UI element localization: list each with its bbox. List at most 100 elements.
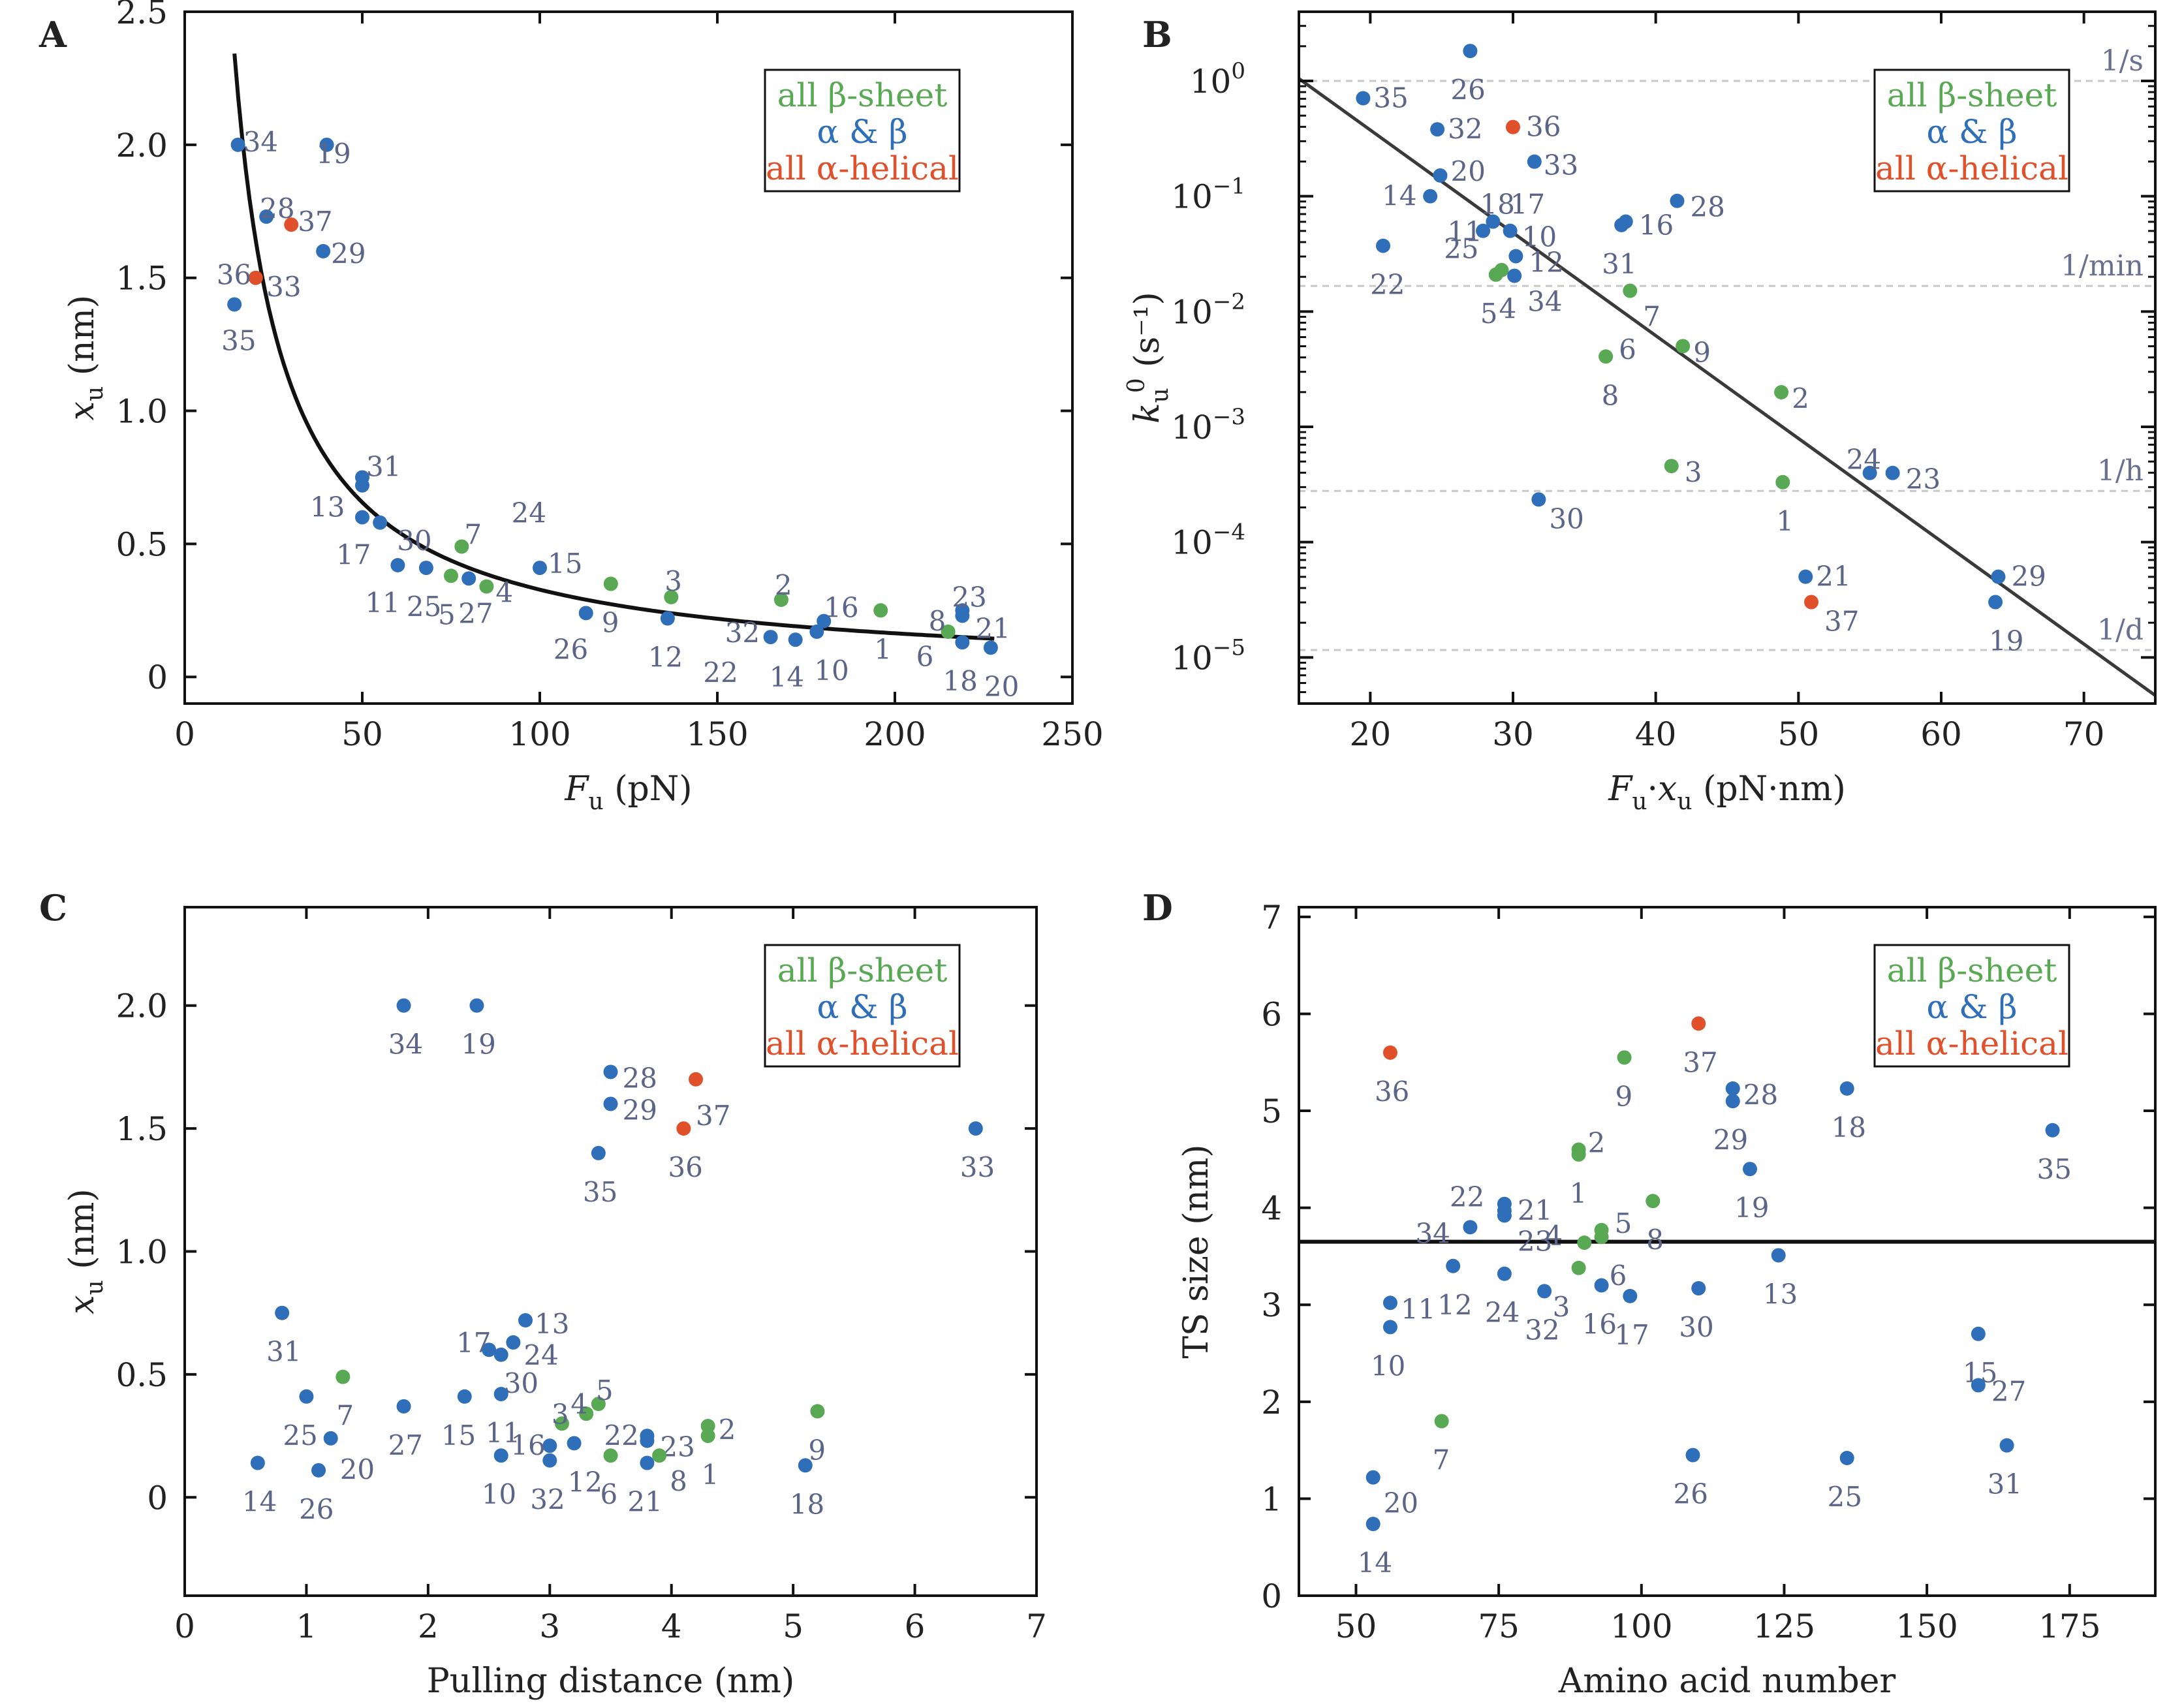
point-label-27: 27: [388, 1429, 423, 1461]
point-label-10: 10: [1371, 1350, 1405, 1382]
data-point-19: [1742, 1162, 1757, 1177]
point-label-12: 12: [1437, 1289, 1472, 1321]
point-label-13: 13: [310, 491, 345, 523]
point-label-25: 25: [407, 591, 441, 623]
data-point-29: [603, 1096, 618, 1111]
legend-alpha-beta: α & β: [817, 988, 908, 1026]
data-point-11: [1382, 1295, 1397, 1311]
data-point-33: [968, 1121, 983, 1136]
point-label-5: 5: [1480, 298, 1498, 330]
y-tick-label: 6: [1261, 995, 1282, 1033]
point-label-33: 33: [1544, 149, 1578, 181]
point-label-23: 23: [1518, 1226, 1552, 1258]
panel-letter: A: [39, 14, 67, 55]
data-point-9: [810, 1404, 825, 1419]
point-label-20: 20: [1450, 155, 1485, 187]
data-point-18: [955, 635, 970, 650]
data-point-32: [1537, 1284, 1552, 1299]
point-label-29: 29: [1713, 1124, 1748, 1156]
data-point-19: [319, 137, 334, 152]
legend-alpha: all α-helical: [766, 1025, 959, 1062]
point-label-35: 35: [1373, 82, 1408, 114]
point-label-10: 10: [814, 655, 849, 687]
point-label-24: 24: [523, 1339, 558, 1371]
point-label-6: 6: [1619, 333, 1636, 365]
y-axis-label: xu (nm): [63, 1188, 108, 1314]
point-label-19: 19: [1989, 625, 2023, 657]
data-point-24: [1497, 1266, 1512, 1281]
data-point-26: [578, 606, 593, 621]
legend-beta: all β-sheet: [777, 952, 948, 989]
point-label-12: 12: [1529, 247, 1563, 279]
data-point-8: [1646, 1194, 1661, 1209]
data-point-12: [567, 1436, 582, 1451]
data-point-7: [1623, 283, 1638, 298]
data-point-3: [554, 1416, 569, 1431]
point-label-22: 22: [1450, 1181, 1484, 1213]
y-tick-label: 10−1: [1171, 174, 1245, 216]
x-tick-label: 2: [418, 1607, 439, 1645]
data-point-6: [1599, 349, 1614, 364]
x-tick-label: 40: [1635, 715, 1677, 753]
panel-letter: B: [1142, 14, 1172, 55]
data-point-9: [1617, 1050, 1632, 1065]
y-tick-label: 1.0: [116, 393, 168, 431]
data-point-1: [1775, 474, 1790, 489]
point-label-14: 14: [1358, 1547, 1392, 1579]
data-point-27: [461, 571, 476, 586]
y-tick-label: 2.0: [116, 987, 168, 1025]
data-point-36: [1382, 1045, 1397, 1060]
point-label-32: 32: [1448, 113, 1482, 145]
data-point-29: [1725, 1094, 1740, 1109]
fit-curve: [232, 53, 995, 641]
data-point-12: [1508, 249, 1523, 264]
legend-beta: all β-sheet: [1887, 952, 2057, 989]
data-point-34: [230, 137, 245, 152]
x-tick-label: 150: [686, 715, 748, 753]
point-label-30: 30: [504, 1367, 538, 1399]
point-label-33: 33: [266, 271, 301, 303]
data-point-29: [316, 243, 331, 258]
x-tick-label: 250: [1041, 715, 1103, 753]
x-tick-label: 70: [2063, 715, 2105, 753]
point-label-3: 3: [552, 1398, 569, 1430]
data-point-21: [1798, 569, 1813, 584]
data-point-15: [1971, 1326, 1986, 1341]
data-point-4: [479, 579, 494, 594]
x-tick-label: 30: [1492, 715, 1534, 753]
point-label-7: 7: [464, 518, 482, 550]
point-label-13: 13: [1763, 1278, 1798, 1310]
data-point-13: [518, 1313, 533, 1327]
data-point-10: [1382, 1320, 1397, 1335]
data-point-9: [603, 576, 618, 591]
point-label-16: 16: [510, 1429, 545, 1461]
point-label-21: 21: [627, 1486, 662, 1518]
x-tick-label: 4: [661, 1607, 682, 1645]
panel-A: A 0 50 100 150 200 250 0 0.5 1.0 1.5 2.0 2.5 Fu (pN) x…: [39, 0, 1104, 815]
legend-alpha: all α-helical: [1875, 149, 2068, 187]
point-label-4: 4: [570, 1388, 588, 1420]
x-tick-label: 50: [1778, 715, 1820, 753]
data-point-7: [335, 1369, 351, 1384]
y-tick-label: 10−4: [1171, 520, 1245, 562]
data-point-28: [1725, 1081, 1740, 1096]
data-point-11: [390, 558, 405, 572]
panel-B: B 1/s 1/min 1/h 1/d 20 30 40 50 60 70 100 10−1 10−2 10…: [1123, 10, 2157, 815]
data-point-15: [457, 1389, 472, 1404]
data-point-9: [1676, 339, 1691, 354]
point-label-32: 32: [1525, 1314, 1559, 1346]
data-point-11: [493, 1387, 508, 1402]
data-point-18: [1486, 214, 1501, 229]
point-label-27: 27: [1991, 1376, 2026, 1408]
x-tick-label: 150: [1895, 1607, 1958, 1645]
data-point-6: [603, 1448, 618, 1463]
point-label-15: 15: [548, 548, 582, 580]
data-point-15: [533, 561, 547, 576]
point-label-8: 8: [670, 1465, 687, 1497]
point-label-25: 25: [1828, 1481, 1862, 1513]
data-point-24: [506, 1335, 521, 1350]
data-point-3: [1571, 1260, 1586, 1275]
data-point-7: [1434, 1414, 1449, 1429]
